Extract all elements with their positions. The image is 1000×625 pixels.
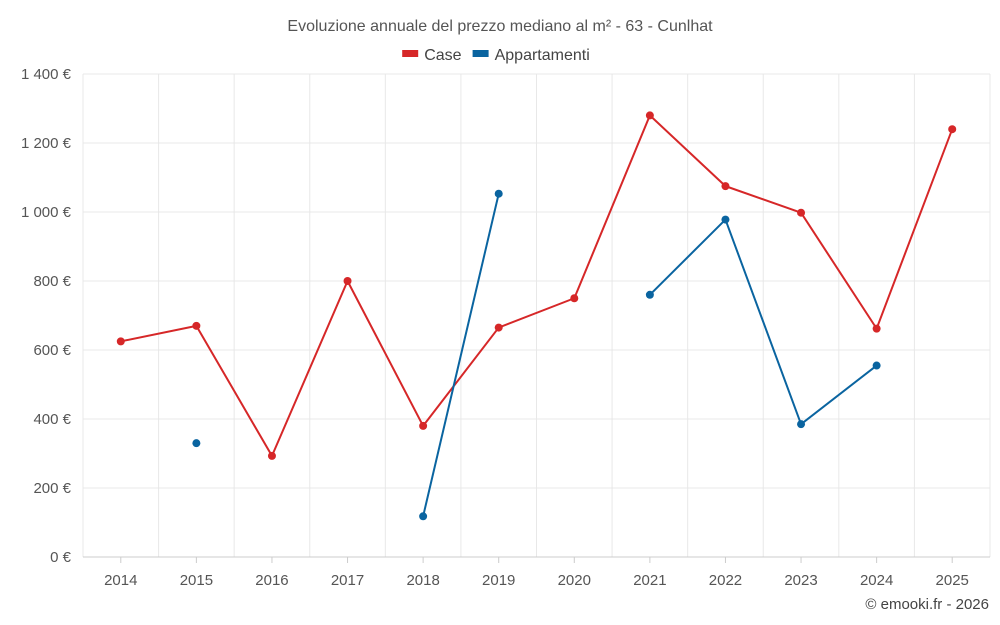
data-point [192,439,201,448]
y-tick-label: 0 € [50,549,72,566]
legend-label: Appartamenti [495,47,590,64]
legend-swatch [402,50,419,57]
data-point [419,512,428,521]
data-point [645,290,654,299]
series-line [649,218,878,426]
series-line [120,114,954,457]
data-point [192,321,201,330]
data-point [343,277,352,285]
y-tick-label: 200 € [33,480,71,497]
grid [82,73,991,557]
y-tick-label: 400 € [33,411,71,428]
data-point [645,111,654,120]
x-axis: 2014 2015 2016 2017 2018 2019 2020 2021 2022 2023… [83,556,990,589]
legend: Case Appartamenti [402,47,590,64]
data-point [721,215,730,224]
legend-item-appartamenti: Appartamenti [472,47,590,64]
data-point [494,323,503,332]
y-tick-label: 1 400 € [21,66,72,83]
x-tick-label: 2025 [936,572,969,589]
x-tick-label: 2016 [255,572,288,589]
credit-text: © emooki.fr - 2026 [865,596,989,613]
data-point [419,421,428,430]
legend-swatch [472,50,489,57]
x-tick-label: 2023 [784,572,817,589]
x-tick-label: 2020 [558,572,591,589]
data-point [872,324,881,333]
x-tick-label: 2024 [860,572,893,589]
data-point [872,361,881,370]
data-point [797,208,806,217]
y-axis: 0 € 200 € 400 € 600 € 800 € 1 000 € 1 200 € 1 4… [21,66,72,566]
y-tick-label: 1 200 € [21,135,72,152]
series-appartamenti [192,189,881,521]
legend-label: Case [424,47,461,64]
x-tick-label: 2014 [104,572,137,589]
x-tick-label: 2019 [482,572,515,589]
data-point [116,337,125,346]
y-tick-label: 600 € [33,342,71,359]
data-point [797,420,806,429]
series-layer [116,111,957,521]
x-tick-label: 2021 [633,572,666,589]
series-line [422,193,500,517]
chart-title: Evoluzione annuale del prezzo mediano al… [287,18,713,35]
data-point [721,182,730,191]
x-tick-label: 2018 [406,572,439,589]
data-point [570,294,579,303]
x-tick-label: 2015 [180,572,213,589]
y-tick-label: 800 € [33,273,71,290]
legend-item-case: Case [402,47,462,64]
x-tick-label: 2022 [709,572,742,589]
data-point [494,189,503,198]
y-tick-label: 1 000 € [21,204,72,221]
series-case [116,111,957,460]
x-tick-label: 2017 [331,572,364,589]
data-point [267,451,276,460]
data-point [948,125,957,134]
